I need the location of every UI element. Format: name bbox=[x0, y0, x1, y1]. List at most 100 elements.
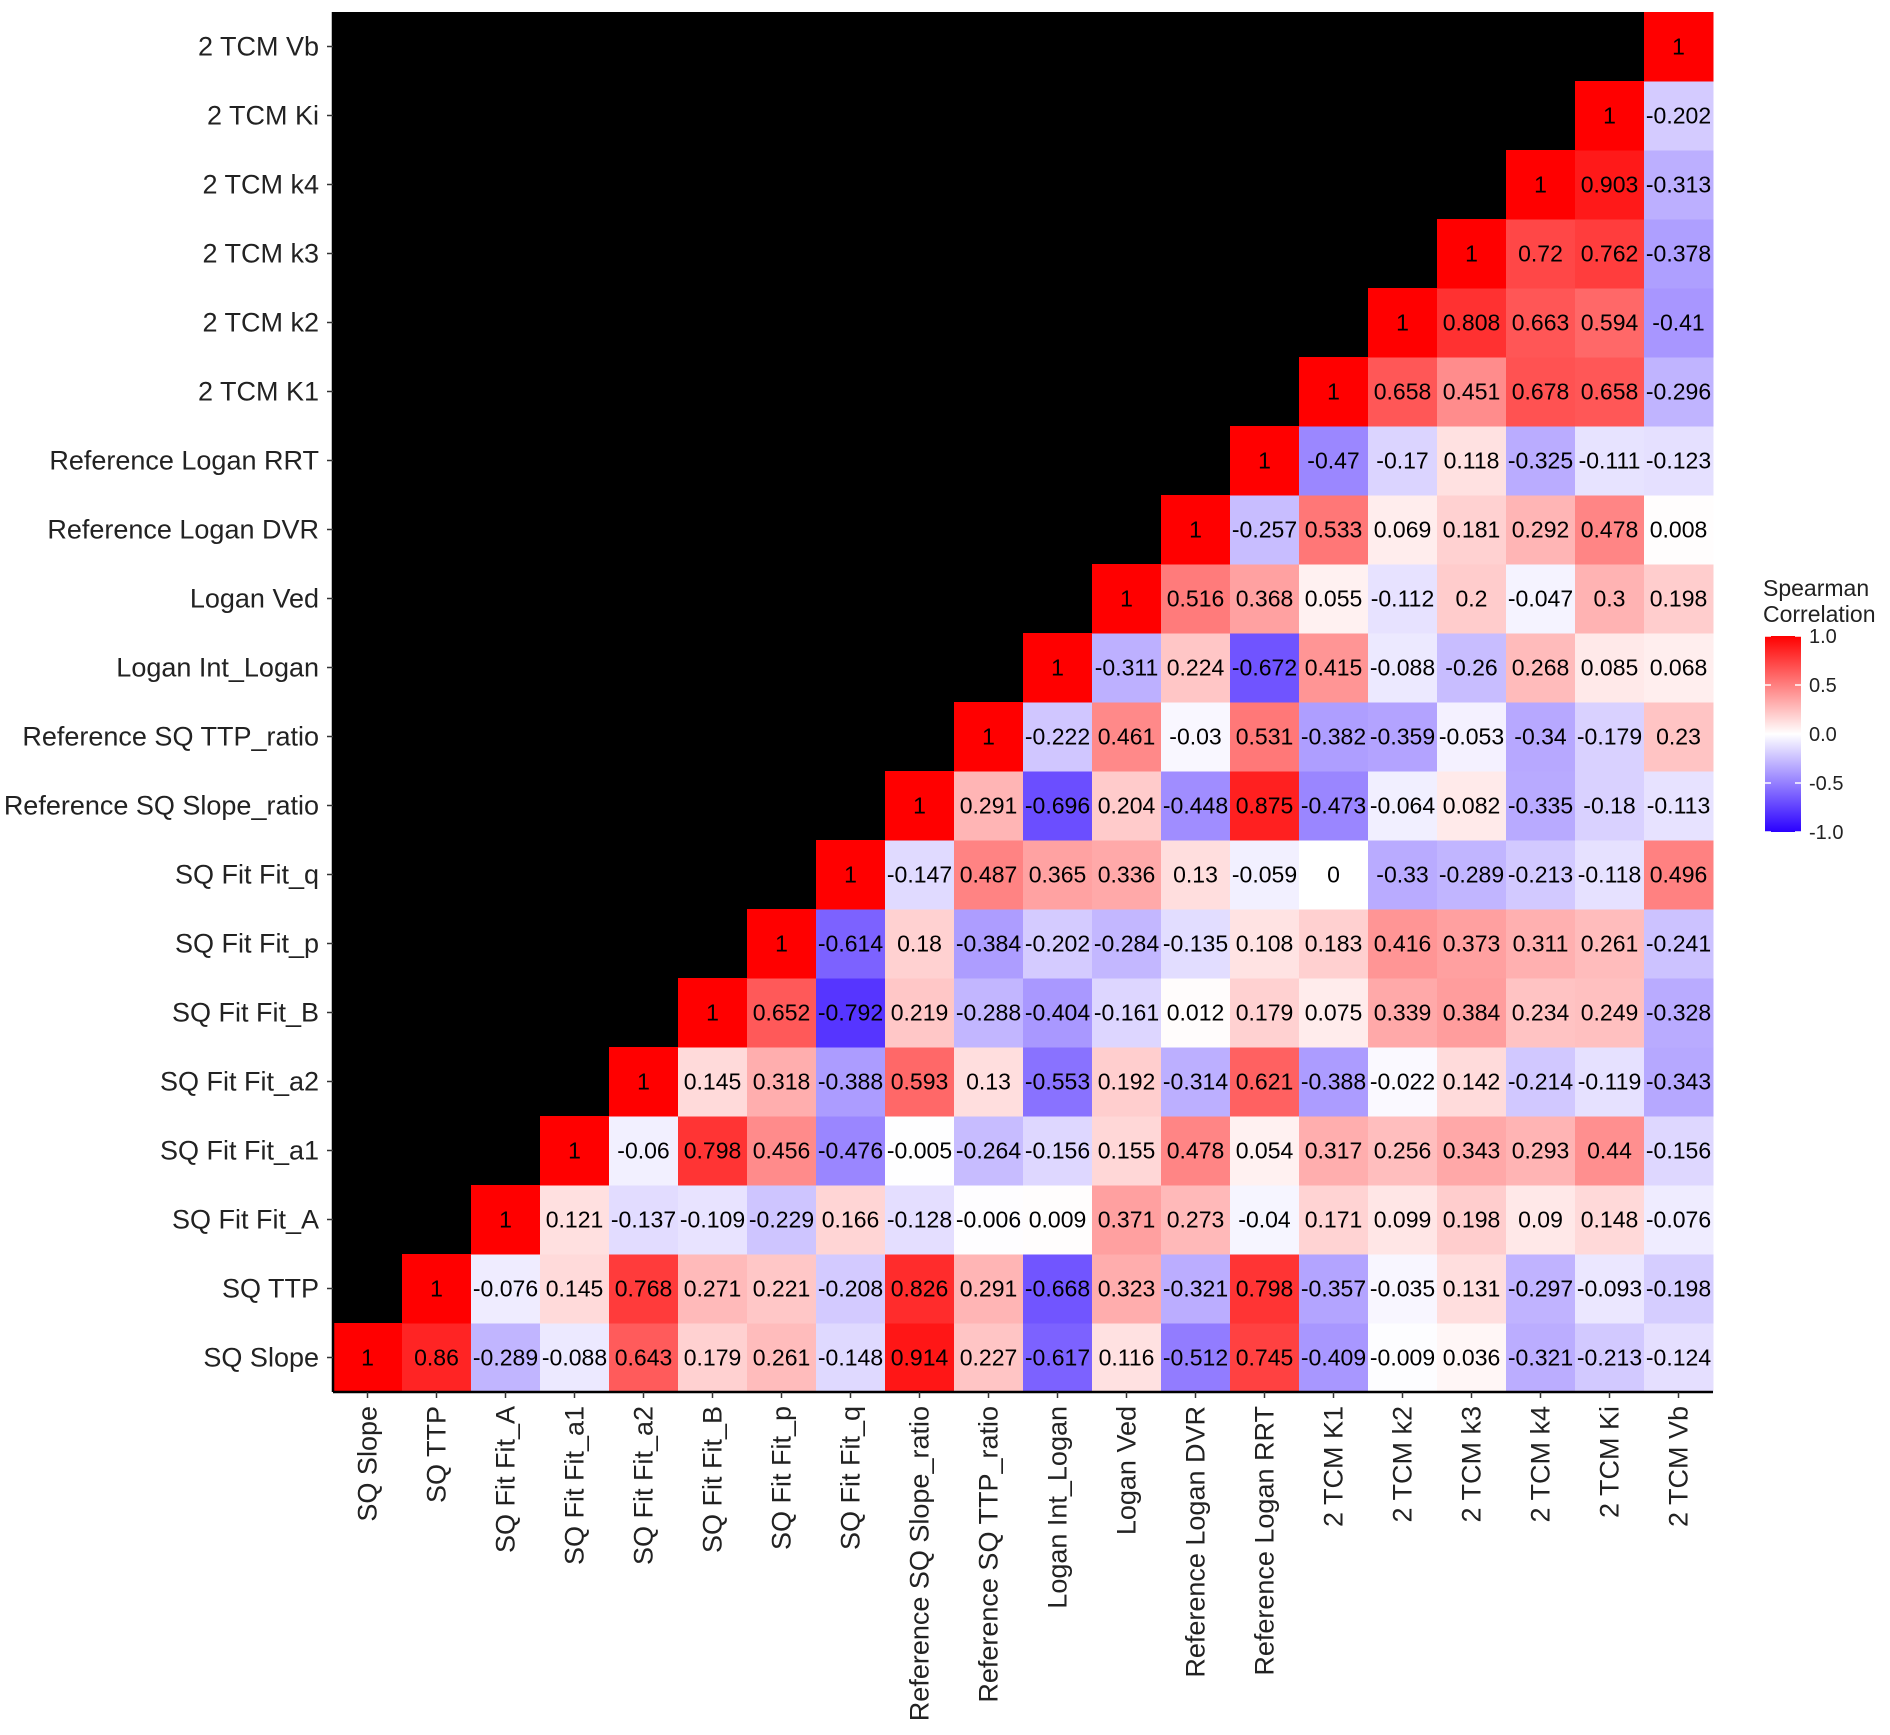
heatmap-cell-sq-fit-fit-q--reference-logan-dvr bbox=[1161, 840, 1231, 910]
heatmap-cell-reference-sq-slope-ratio--2-tcm-k3 bbox=[1437, 771, 1507, 841]
cell-value-label: 0.371 bbox=[1098, 1207, 1156, 1233]
cell-value-label: 0.531 bbox=[1236, 724, 1294, 750]
cell-value-label: 0.336 bbox=[1098, 862, 1156, 888]
heatmap-cell-reference-sq-slope-ratio--logan-ved bbox=[1092, 771, 1162, 841]
cell-value-label: -0.553 bbox=[1025, 1069, 1090, 1095]
heatmap-cell-sq-fit-fit-a2--logan-int-logan bbox=[1023, 1047, 1093, 1117]
heatmap-cell-2-tcm-k1--2-tcm-ki bbox=[1575, 357, 1645, 427]
cell-value-label: 0.456 bbox=[753, 1138, 811, 1164]
heatmap-cell-sq-fit-fit-p--reference-logan-dvr bbox=[1161, 909, 1231, 979]
cell-value-label: -0.241 bbox=[1646, 931, 1711, 957]
heatmap-cell-sq-fit-fit-a--sq-fit-fit-b bbox=[678, 1185, 748, 1255]
cell-value-label: 0.903 bbox=[1581, 172, 1639, 198]
cell-value-label: -0.088 bbox=[542, 1345, 607, 1371]
heatmap-cell-reference-sq-ttp-ratio--2-tcm-ki bbox=[1575, 702, 1645, 772]
heatmap-cell-2-tcm-k2--2-tcm-ki bbox=[1575, 288, 1645, 358]
y-tick-label-sq-slope: SQ Slope bbox=[203, 1343, 319, 1373]
cell-value-label: 0.009 bbox=[1029, 1207, 1087, 1233]
heatmap-cell-sq-fit-fit-a2--2-tcm-k1 bbox=[1299, 1047, 1369, 1117]
cell-value-label: 0.373 bbox=[1443, 931, 1501, 957]
heatmap-cell-sq-fit-fit-q--2-tcm-k1 bbox=[1299, 840, 1369, 910]
cell-value-label: 0.192 bbox=[1098, 1069, 1156, 1095]
heatmap-cell-2-tcm-k1--2-tcm-vb bbox=[1644, 357, 1714, 427]
cell-value-label: -0.614 bbox=[818, 931, 883, 957]
cell-value-label: -0.005 bbox=[887, 1138, 952, 1164]
heatmap-cell-sq-ttp--sq-fit-fit-b bbox=[678, 1254, 748, 1324]
cell-value-label: 0.227 bbox=[960, 1345, 1018, 1371]
cell-value-label: -0.47 bbox=[1307, 448, 1359, 474]
heatmap-cell-sq-slope--2-tcm-k4 bbox=[1506, 1323, 1576, 1393]
heatmap-cell-sq-fit-fit-p--logan-ved bbox=[1092, 909, 1162, 979]
cell-value-label: 0.914 bbox=[891, 1345, 949, 1371]
cell-value-label: 0.487 bbox=[960, 862, 1018, 888]
cell-value-label: 0.594 bbox=[1581, 310, 1639, 336]
heatmap-cell-sq-slope--sq-slope bbox=[333, 1323, 403, 1393]
cell-value-label: 0.271 bbox=[684, 1276, 742, 1302]
heatmap-cell-sq-fit-fit-a1--2-tcm-k4 bbox=[1506, 1116, 1576, 1186]
x-tick-label-sq-fit-fit-q: SQ Fit Fit_q bbox=[836, 1406, 866, 1550]
cell-value-label: -0.198 bbox=[1646, 1276, 1711, 1302]
heatmap-cell-sq-ttp--2-tcm-k4 bbox=[1506, 1254, 1576, 1324]
cell-value-label: 0.72 bbox=[1518, 241, 1563, 267]
cell-value-label: 0.86 bbox=[414, 1345, 459, 1371]
heatmap-cell-sq-fit-fit-b--logan-ved bbox=[1092, 978, 1162, 1048]
cell-value-label: 0.826 bbox=[891, 1276, 949, 1302]
cell-value-label: 0.311 bbox=[1513, 931, 1569, 957]
cell-value-label: 0.166 bbox=[822, 1207, 880, 1233]
cell-value-label: -0.792 bbox=[818, 1000, 883, 1026]
cell-value-label: -0.022 bbox=[1370, 1069, 1435, 1095]
heatmap-cell-sq-fit-fit-a2--logan-ved bbox=[1092, 1047, 1162, 1117]
heatmap-cell-reference-logan-dvr--2-tcm-ki bbox=[1575, 495, 1645, 565]
cell-value-label: 0.068 bbox=[1650, 655, 1708, 681]
cell-value-label: 0.075 bbox=[1305, 1000, 1363, 1026]
heatmap-cell-reference-sq-ttp-ratio--reference-sq-ttp-ratio bbox=[954, 702, 1024, 772]
cell-value-label: -0.357 bbox=[1301, 1276, 1366, 1302]
cell-value-label: -0.512 bbox=[1163, 1345, 1228, 1371]
cell-value-label: -0.476 bbox=[818, 1138, 883, 1164]
heatmap-cell-logan-int-logan--2-tcm-k3 bbox=[1437, 633, 1507, 703]
heatmap-cell-reference-sq-ttp-ratio--logan-int-logan bbox=[1023, 702, 1093, 772]
cell-value-label: -0.059 bbox=[1232, 862, 1297, 888]
cell-value-label: 0.171 bbox=[1305, 1207, 1363, 1233]
cell-value-label: -0.289 bbox=[473, 1345, 538, 1371]
y-tick-label-2-tcm-k3: 2 TCM k3 bbox=[202, 239, 319, 269]
heatmap-cell-reference-sq-slope-ratio--reference-sq-slope-ratio bbox=[885, 771, 955, 841]
heatmap-cell-sq-slope--2-tcm-k2 bbox=[1368, 1323, 1438, 1393]
heatmap-cell-sq-ttp--reference-logan-rrt bbox=[1230, 1254, 1300, 1324]
cell-value-label: 0.145 bbox=[684, 1069, 742, 1095]
heatmap-cell-2-tcm-ki--2-tcm-ki bbox=[1575, 81, 1645, 151]
cell-value-label: 0.323 bbox=[1098, 1276, 1156, 1302]
heatmap-cell-labels: 1 0.86 -0.289 -0.088 0.643 0.179 0.261 -0.148 0.… bbox=[361, 34, 1711, 1371]
cell-value-label: 0.148 bbox=[1581, 1207, 1639, 1233]
cell-value-label: 1 bbox=[1327, 379, 1340, 405]
heatmap-cell-sq-fit-fit-p--reference-sq-slope-ratio bbox=[885, 909, 955, 979]
cell-value-label: 0.3 bbox=[1594, 586, 1626, 612]
heatmap-cell-sq-fit-fit-b--2-tcm-k4 bbox=[1506, 978, 1576, 1048]
heatmap-cells bbox=[333, 12, 1714, 1393]
cell-value-label: 1 bbox=[1258, 448, 1271, 474]
heatmap-cell-logan-ved--2-tcm-k4 bbox=[1506, 564, 1576, 634]
heatmap-cell-sq-fit-fit-p--reference-sq-ttp-ratio bbox=[954, 909, 1024, 979]
heatmap-cell-reference-sq-slope-ratio--reference-logan-dvr bbox=[1161, 771, 1231, 841]
cell-value-label: 0.121 bbox=[546, 1207, 604, 1233]
cell-value-label: 0.036 bbox=[1443, 1345, 1501, 1371]
y-tick-label-reference-logan-dvr: Reference Logan DVR bbox=[47, 515, 319, 545]
heatmap-cell-reference-logan-dvr--2-tcm-k3 bbox=[1437, 495, 1507, 565]
heatmap-cell-sq-slope--sq-fit-fit-b bbox=[678, 1323, 748, 1393]
cell-value-label: 0.198 bbox=[1443, 1207, 1501, 1233]
x-tick-label-2-tcm-ki: 2 TCM Ki bbox=[1595, 1406, 1625, 1518]
x-tick-label-sq-ttp: SQ TTP bbox=[422, 1406, 452, 1503]
cell-value-label: -0.17 bbox=[1376, 448, 1428, 474]
heatmap-cell-sq-fit-fit-a--sq-fit-fit-a bbox=[471, 1185, 541, 1255]
cell-value-label: -0.214 bbox=[1508, 1069, 1573, 1095]
y-tick-label-sq-fit-fit-p: SQ Fit Fit_p bbox=[175, 929, 319, 959]
cell-value-label: 0.292 bbox=[1512, 517, 1570, 543]
heatmap-cell-reference-logan-dvr--2-tcm-k4 bbox=[1506, 495, 1576, 565]
cell-value-label: 0.368 bbox=[1236, 586, 1294, 612]
cell-value-label: 0.875 bbox=[1236, 793, 1294, 819]
cell-value-label: -0.148 bbox=[818, 1345, 883, 1371]
heatmap-cell-sq-ttp--2-tcm-k3 bbox=[1437, 1254, 1507, 1324]
x-tick-label-2-tcm-k3: 2 TCM k3 bbox=[1457, 1406, 1487, 1523]
cell-value-label: 0.293 bbox=[1512, 1138, 1570, 1164]
cell-value-label: 0.116 bbox=[1099, 1345, 1155, 1371]
